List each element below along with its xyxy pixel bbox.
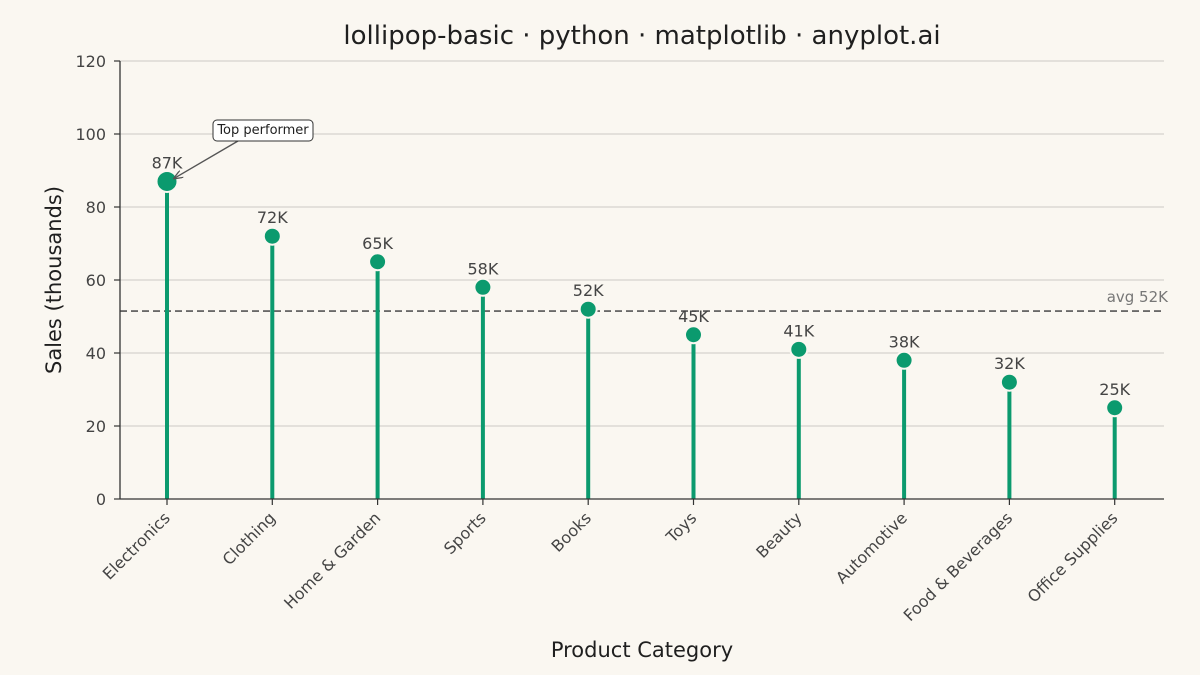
lollipop-head bbox=[789, 339, 809, 359]
data-label: 38K bbox=[889, 332, 920, 351]
x-tick-label: Sports bbox=[440, 508, 490, 558]
data-label: 25K bbox=[1099, 380, 1130, 399]
y-tick-label: 60 bbox=[86, 271, 106, 290]
x-tick-label: Books bbox=[548, 508, 595, 555]
lollipop-head bbox=[684, 325, 703, 345]
lollipop-head bbox=[262, 226, 282, 246]
data-label: 32K bbox=[994, 354, 1025, 373]
lollipop-heads bbox=[155, 169, 1125, 418]
x-tick-label: Home & Garden bbox=[280, 508, 384, 612]
x-tick-label: Food & Beverages bbox=[900, 508, 1017, 625]
annotation-arrow bbox=[174, 140, 239, 178]
y-tick-label: 80 bbox=[86, 198, 106, 217]
x-tick-label: Beauty bbox=[752, 508, 805, 561]
data-label: 45K bbox=[678, 307, 709, 326]
data-label: 65K bbox=[362, 234, 393, 253]
reference-line-group: avg 52K bbox=[120, 288, 1169, 312]
y-tick-label: 20 bbox=[86, 417, 106, 436]
lollipop-stems bbox=[165, 181, 1117, 499]
lollipop-head bbox=[155, 169, 179, 193]
y-tick-label: 0 bbox=[96, 490, 106, 509]
y-axis-label: Sales (thousands) bbox=[42, 186, 66, 374]
annotation-box bbox=[212, 119, 314, 142]
data-label: 52K bbox=[573, 281, 604, 300]
y-tick-label: 40 bbox=[86, 344, 106, 363]
x-tick-label: Clothing bbox=[219, 508, 280, 569]
data-labels: 87K 72K 65K 58K 52K 45K 41K 38K 32K 25K bbox=[152, 153, 1131, 398]
y-tick-label: 120 bbox=[75, 52, 106, 71]
data-label: 87K bbox=[152, 153, 183, 172]
annotation-group: Top performer bbox=[174, 119, 314, 178]
x-tick-label: Office Supplies bbox=[1024, 508, 1122, 606]
lollipop-head bbox=[368, 252, 388, 272]
chart-title: lollipop-basic · python · matplotlib · a… bbox=[343, 21, 940, 51]
data-label: 72K bbox=[257, 208, 288, 227]
lollipop-head bbox=[894, 350, 914, 370]
lollipop-head bbox=[578, 299, 598, 319]
lollipop-head bbox=[1105, 398, 1125, 418]
y-tick-label: 100 bbox=[75, 125, 106, 144]
lollipop-head bbox=[999, 372, 1019, 392]
annotation-text: Top performer bbox=[216, 123, 309, 138]
average-reference-label: avg 52K bbox=[1107, 288, 1169, 306]
x-tick-label: Automotive bbox=[832, 508, 911, 587]
lollipop-head bbox=[473, 277, 493, 297]
data-label: 58K bbox=[467, 259, 498, 278]
x-tick-label: Electronics bbox=[99, 508, 174, 583]
x-axis-label: Product Category bbox=[551, 638, 733, 662]
x-tick-label: Toys bbox=[662, 508, 701, 547]
data-label: 41K bbox=[783, 321, 814, 340]
